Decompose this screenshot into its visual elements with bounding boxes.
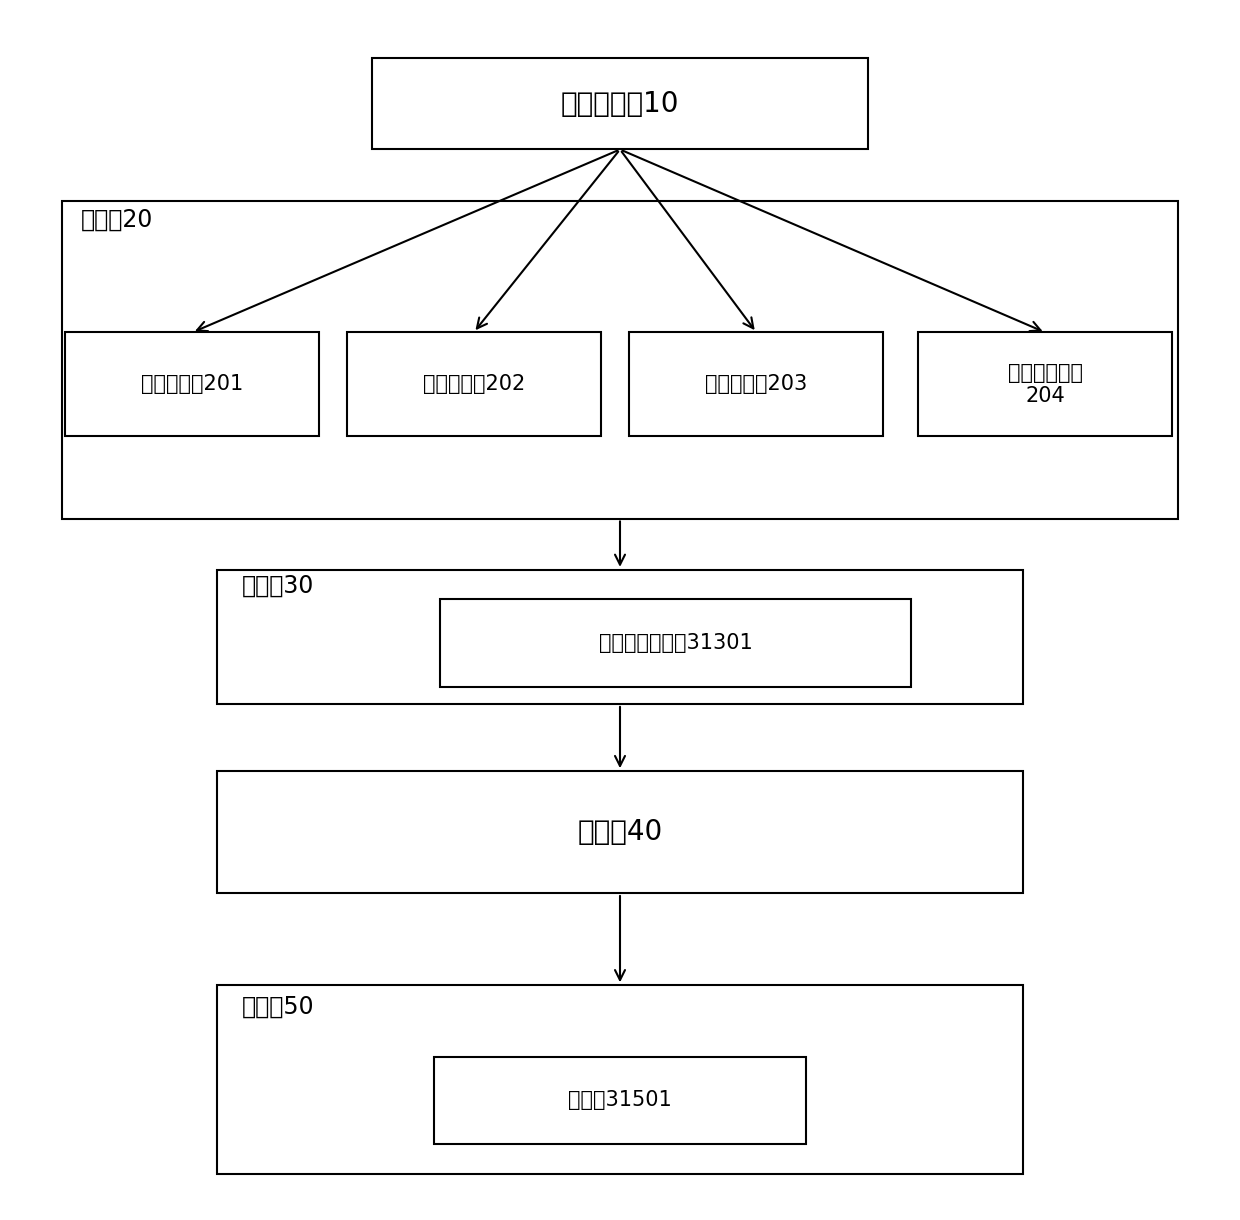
Text: 计算平40: 计算平40 <box>578 819 662 845</box>
Bar <box>434 1057 806 1144</box>
Bar <box>629 332 883 436</box>
Bar <box>66 332 320 436</box>
Bar <box>217 986 1023 1174</box>
Text: 液位传感器202: 液位传感器202 <box>423 375 525 394</box>
Bar <box>217 570 1023 704</box>
Bar <box>372 57 868 149</box>
Bar <box>217 771 1023 893</box>
Text: 采集裈20: 采集裈20 <box>81 207 153 232</box>
Text: 控制器30: 控制器30 <box>242 573 314 598</box>
Text: 电压采集端子
204: 电压采集端子 204 <box>1008 362 1083 406</box>
Text: 剩余电量计算模31301: 剩余电量计算模31301 <box>599 633 753 653</box>
Text: 鰅酸蓄电氁10: 鰅酸蓄电氁10 <box>560 90 680 117</box>
Bar <box>440 599 911 687</box>
Bar <box>918 332 1172 436</box>
Bar <box>347 332 601 436</box>
Text: 电流传感器201: 电流传感器201 <box>141 375 243 394</box>
Bar <box>62 201 1178 518</box>
Text: 显示模31501: 显示模31501 <box>568 1091 672 1110</box>
Text: 显示终50: 显示终50 <box>242 994 315 1019</box>
Text: 温度传感器203: 温度传感器203 <box>706 375 807 394</box>
